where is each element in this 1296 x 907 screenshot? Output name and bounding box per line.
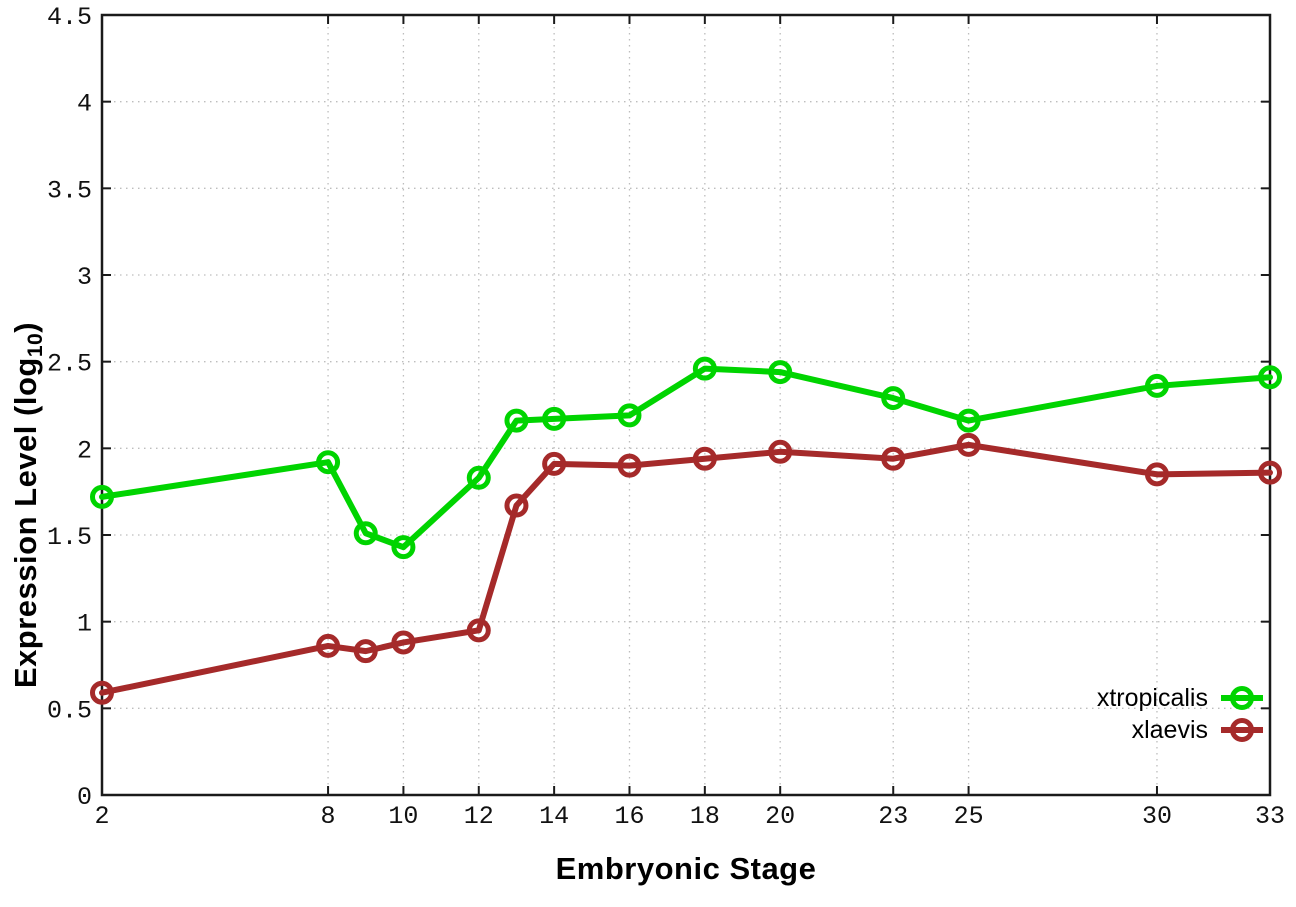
x-tick-label: 8 [321,802,336,831]
x-tick-label: 16 [614,802,644,831]
data-point-marker-xtropicalis [617,403,642,428]
data-point-marker-xlaevis [504,493,529,518]
y-axis-title-suffix: ) [8,321,43,333]
data-point-marker-xlaevis [90,680,114,705]
x-tick-label: 33 [1255,802,1285,831]
data-point-marker-xtropicalis [504,408,529,433]
data-point-marker-xlaevis [617,453,642,478]
x-tick-label: 2 [94,802,109,831]
data-point-marker-xlaevis [768,439,793,464]
legend: xtropicalis xlaevis [1097,682,1266,746]
legend-label-xtropicalis: xtropicalis [1096,683,1208,712]
x-tick-label: 14 [539,802,569,831]
data-point-marker-xlaevis [316,633,341,658]
data-point-marker-xtropicalis [1258,365,1282,390]
data-point-marker-xtropicalis [353,521,378,546]
legend-sample-marker [1230,686,1254,710]
legend-label-xlaevis: xlaevis [1131,715,1208,744]
x-tick-label: 12 [464,802,494,831]
y-axis-title: Expression Level (log10) [8,321,47,689]
data-point-marker-xtropicalis [1144,373,1169,398]
data-point-marker-xtropicalis [391,535,416,560]
legend-item-xtropicalis: xtropicalis [1097,682,1266,714]
data-point-marker-xlaevis [1144,462,1169,487]
data-point-marker-xlaevis [391,630,416,655]
legend-sample-marker [1230,718,1254,742]
x-tick-label: 20 [765,802,795,831]
data-point-marker-xtropicalis [90,484,114,509]
data-point-marker-xlaevis [692,446,717,471]
y-tick-label: 4 [77,90,92,119]
log-subscript: 10 [23,332,47,358]
y-tick-label: 1 [77,610,92,639]
plot-border [100,13,1272,797]
x-tick-label: 25 [954,802,984,831]
y-tick-label: 1.5 [47,523,92,552]
data-point-marker-xlaevis [956,432,981,457]
series-line-xtropicalis [99,365,1273,551]
data-point-marker-xtropicalis [768,360,793,385]
y-tick-label: 0.5 [47,696,92,725]
series-line-xlaevis [99,441,1273,696]
data-point-marker-xlaevis [353,639,378,664]
y-axis-title-text: Expression Level (log [8,357,43,689]
data-point-marker-xlaevis [542,451,567,476]
data-point-marker-xtropicalis [466,465,491,490]
x-tick-label: 10 [388,802,418,831]
legend-item-xlaevis: xlaevis [1132,714,1266,746]
data-point-marker-xtropicalis [316,450,341,475]
data-point-marker-xtropicalis [692,356,717,381]
data-point-marker-xlaevis [1258,460,1282,485]
y-tick-label: 2.5 [47,350,92,379]
y-tick-label: 4.5 [47,3,92,32]
data-point-marker-xtropicalis [542,406,567,431]
y-tick-label: 3.5 [47,176,92,205]
y-tick-label: 3 [77,263,92,292]
x-tick-label: 30 [1142,802,1172,831]
y-tick-label: 0 [77,783,92,812]
legend-sample-xtropicalis [1221,686,1263,710]
data-point-marker-xlaevis [881,446,906,471]
x-axis-title: Embryonic Stage [555,851,817,886]
data-point-marker-xlaevis [466,618,491,643]
x-tick-label: 23 [878,802,908,831]
x-tick-label: 18 [690,802,720,831]
data-point-marker-xtropicalis [956,408,981,433]
legend-sample-xlaevis [1221,718,1263,742]
y-tick-label: 2 [77,436,92,465]
data-point-marker-xtropicalis [881,386,906,411]
